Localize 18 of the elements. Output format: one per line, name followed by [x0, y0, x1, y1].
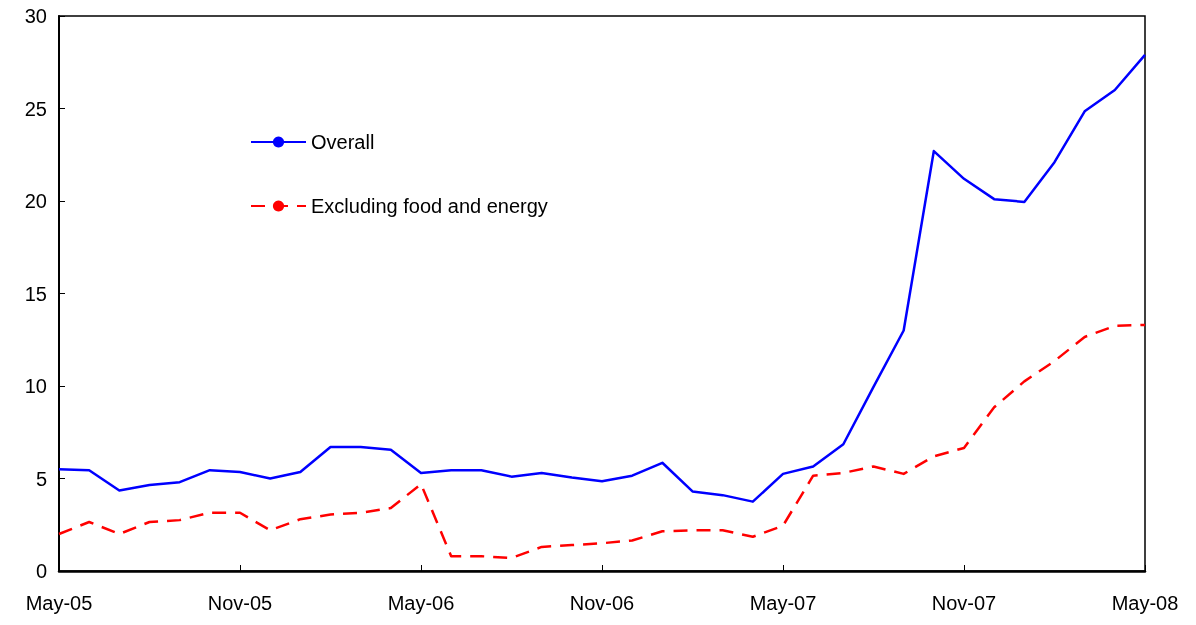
- y-tick-label: 5: [35, 467, 47, 490]
- legend-label: Overall: [311, 131, 375, 153]
- x-tick-label: Nov-06: [569, 592, 635, 614]
- y-tick-label: 10: [24, 375, 47, 397]
- line-series: [57, 53, 1147, 503]
- y-tick-label: 20: [24, 190, 47, 212]
- x-tick-label: May-06: [387, 592, 455, 614]
- line-series: [57, 323, 1147, 560]
- legend-label: Excluding food and energy: [311, 195, 548, 217]
- x-tick-label: Nov-05: [207, 592, 273, 614]
- x-tick-label: Nov-07: [931, 592, 997, 614]
- x-tick-label: May-08: [1111, 592, 1179, 614]
- x-tick-label: May-05: [25, 592, 93, 614]
- y-tick-label: 0: [35, 560, 47, 582]
- y-tick-label: 15: [24, 282, 47, 305]
- y-tick-label: 25: [24, 97, 47, 120]
- y-tick-label: 30: [24, 5, 47, 27]
- x-tick-label: May-07: [749, 592, 817, 614]
